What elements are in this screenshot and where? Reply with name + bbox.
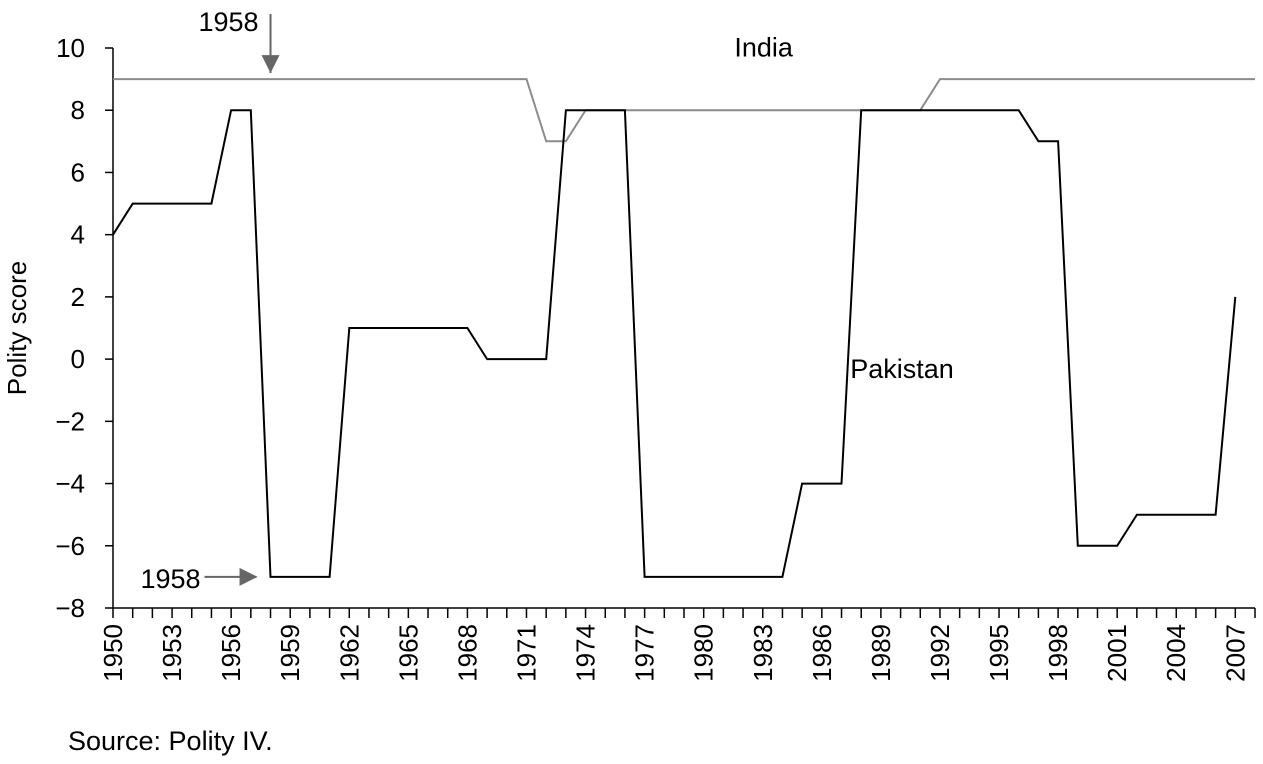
annotation-label-1958-top: 1958 (198, 7, 258, 37)
x-tick-label: 1956 (216, 624, 246, 682)
x-tick-label: 1965 (393, 624, 423, 682)
x-tick-label: 1977 (630, 624, 660, 682)
x-tick-label: 1983 (748, 624, 778, 682)
y-tick-label: 8 (71, 95, 85, 125)
series-lines (112, 78, 1255, 578)
y-tick-label: 6 (71, 157, 85, 187)
series-label-india: India (734, 32, 794, 62)
source-note: Source: Polity IV. (68, 726, 273, 756)
x-tick-label: 1992 (925, 624, 955, 682)
x-tick-label: 2001 (1102, 624, 1132, 682)
x-tick-label: 1968 (452, 624, 482, 682)
y-tick-label: 10 (56, 33, 85, 63)
annotation-arrowhead-top (261, 55, 280, 74)
y-tick-label: −6 (55, 531, 85, 561)
x-tick-label: 1986 (807, 624, 837, 682)
series-label-pakistan: Pakistan (850, 354, 954, 384)
axes: −8 −6 −4 −2 0 2 4 6 8 10 1950 1953 1956 1959 1962 1965 1… (2, 33, 1256, 682)
chart-svg: −8 −6 −4 −2 0 2 4 6 8 10 1950 1953 1956 1959 1962 1965 1… (2, 7, 1256, 682)
y-tick-label: 4 (71, 220, 85, 250)
series-line-pakistan (112, 109, 1237, 578)
series-line-india (113, 78, 1255, 143)
x-tick-label: 1989 (866, 624, 896, 682)
y-tick-label: 2 (71, 282, 85, 312)
x-tick-label: 2007 (1220, 624, 1250, 682)
x-tick-label: 1998 (1043, 624, 1073, 682)
y-tick-label: −2 (55, 406, 85, 436)
y-tick-label: 0 (71, 344, 85, 374)
x-tick-label: 1971 (511, 624, 541, 682)
x-tick-label: 1953 (157, 624, 187, 682)
annotations: India Pakistan 1958 1958 (140, 7, 953, 594)
x-tick-label: 1959 (275, 624, 305, 682)
x-tick-label: 1980 (689, 624, 719, 682)
annotation-label-1958-bottom: 1958 (140, 564, 200, 594)
annotation-arrowhead-bottom (239, 567, 258, 586)
y-tick-label: −8 (55, 593, 85, 623)
x-tick-label: 1962 (334, 624, 364, 682)
x-tick-label: 1974 (571, 624, 601, 682)
y-tick-label: −4 (55, 469, 85, 499)
x-tick-label: 2004 (1161, 624, 1191, 682)
y-axis-label: Polity score (2, 261, 32, 395)
x-tick-label: 1950 (98, 624, 128, 682)
x-tick-label: 1995 (984, 624, 1014, 682)
